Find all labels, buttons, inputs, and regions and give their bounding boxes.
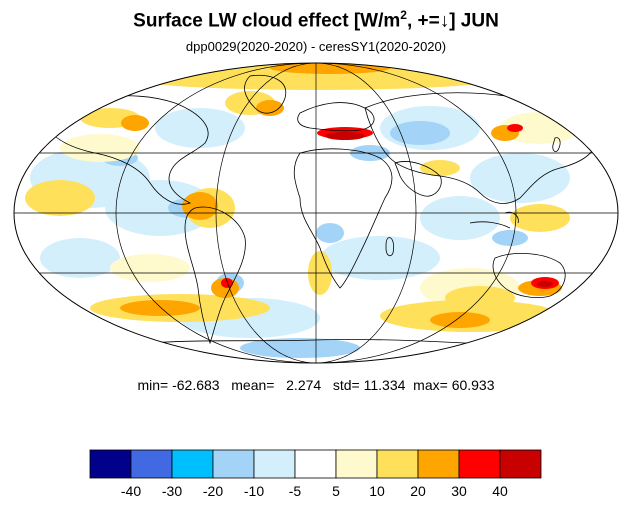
colorbar-box (171, 449, 214, 479)
colorbar-box (417, 449, 460, 479)
colorbar-box (458, 449, 501, 479)
colorbar-box (130, 449, 173, 479)
map-fill (14, 63, 618, 363)
colorbar: -40 -30 -20 -10 -5 5 10 20 30 40 (89, 449, 542, 499)
world-map (13, 62, 619, 364)
stat-mean-value: 2.274 (286, 377, 322, 393)
dark-red-patches (325, 132, 553, 287)
colorbar-tick-label: 20 (410, 483, 426, 499)
stat-max-label: max= (413, 377, 448, 393)
title-main: Surface LW cloud effect [W/m (133, 10, 401, 32)
colorbar-box (89, 449, 132, 479)
colorbar-tick-label: -40 (121, 483, 141, 499)
colorbar-box (499, 449, 542, 479)
stat-min-label: min= (137, 377, 169, 393)
stat-min-value: -62.683 (172, 377, 220, 393)
colorbar-tick-label: 30 (451, 483, 467, 499)
stat-std-label: std= (332, 377, 360, 393)
statistics-line: min= -62.683 mean= 2.274 std= 11.334 max… (0, 377, 632, 393)
colorbar-box (253, 449, 296, 479)
colorbar-tick-label: -20 (203, 483, 223, 499)
colorbar-tick-label: 5 (332, 483, 340, 499)
colorbar-box (376, 449, 419, 479)
plot-subtitle: dpp0029(2020-2020) - ceresSY1(2020-2020) (185, 39, 447, 54)
plot-title: Surface LW cloud effect [W/m2, +=↓] JUN (0, 8, 632, 32)
colorbar-tick-label: 10 (369, 483, 385, 499)
stat-mean-label: mean= (231, 377, 275, 393)
colorbar-tick-label: -30 (162, 483, 182, 499)
colorbar-tick-label: -5 (289, 483, 302, 499)
graticule (14, 63, 618, 363)
colorbar-box (294, 449, 337, 479)
stat-max-value: 60.933 (451, 377, 495, 393)
colorbar-box (335, 449, 378, 479)
colorbar-tick-label: 40 (492, 483, 508, 499)
title-superscript: 2 (400, 8, 407, 22)
stat-std-value: 11.334 (363, 377, 406, 393)
colorbar-box (212, 449, 255, 479)
title-tail: , +=↓] JUN (406, 10, 499, 32)
colorbar-tick-label: -10 (244, 483, 264, 499)
globe-border (13, 62, 619, 364)
